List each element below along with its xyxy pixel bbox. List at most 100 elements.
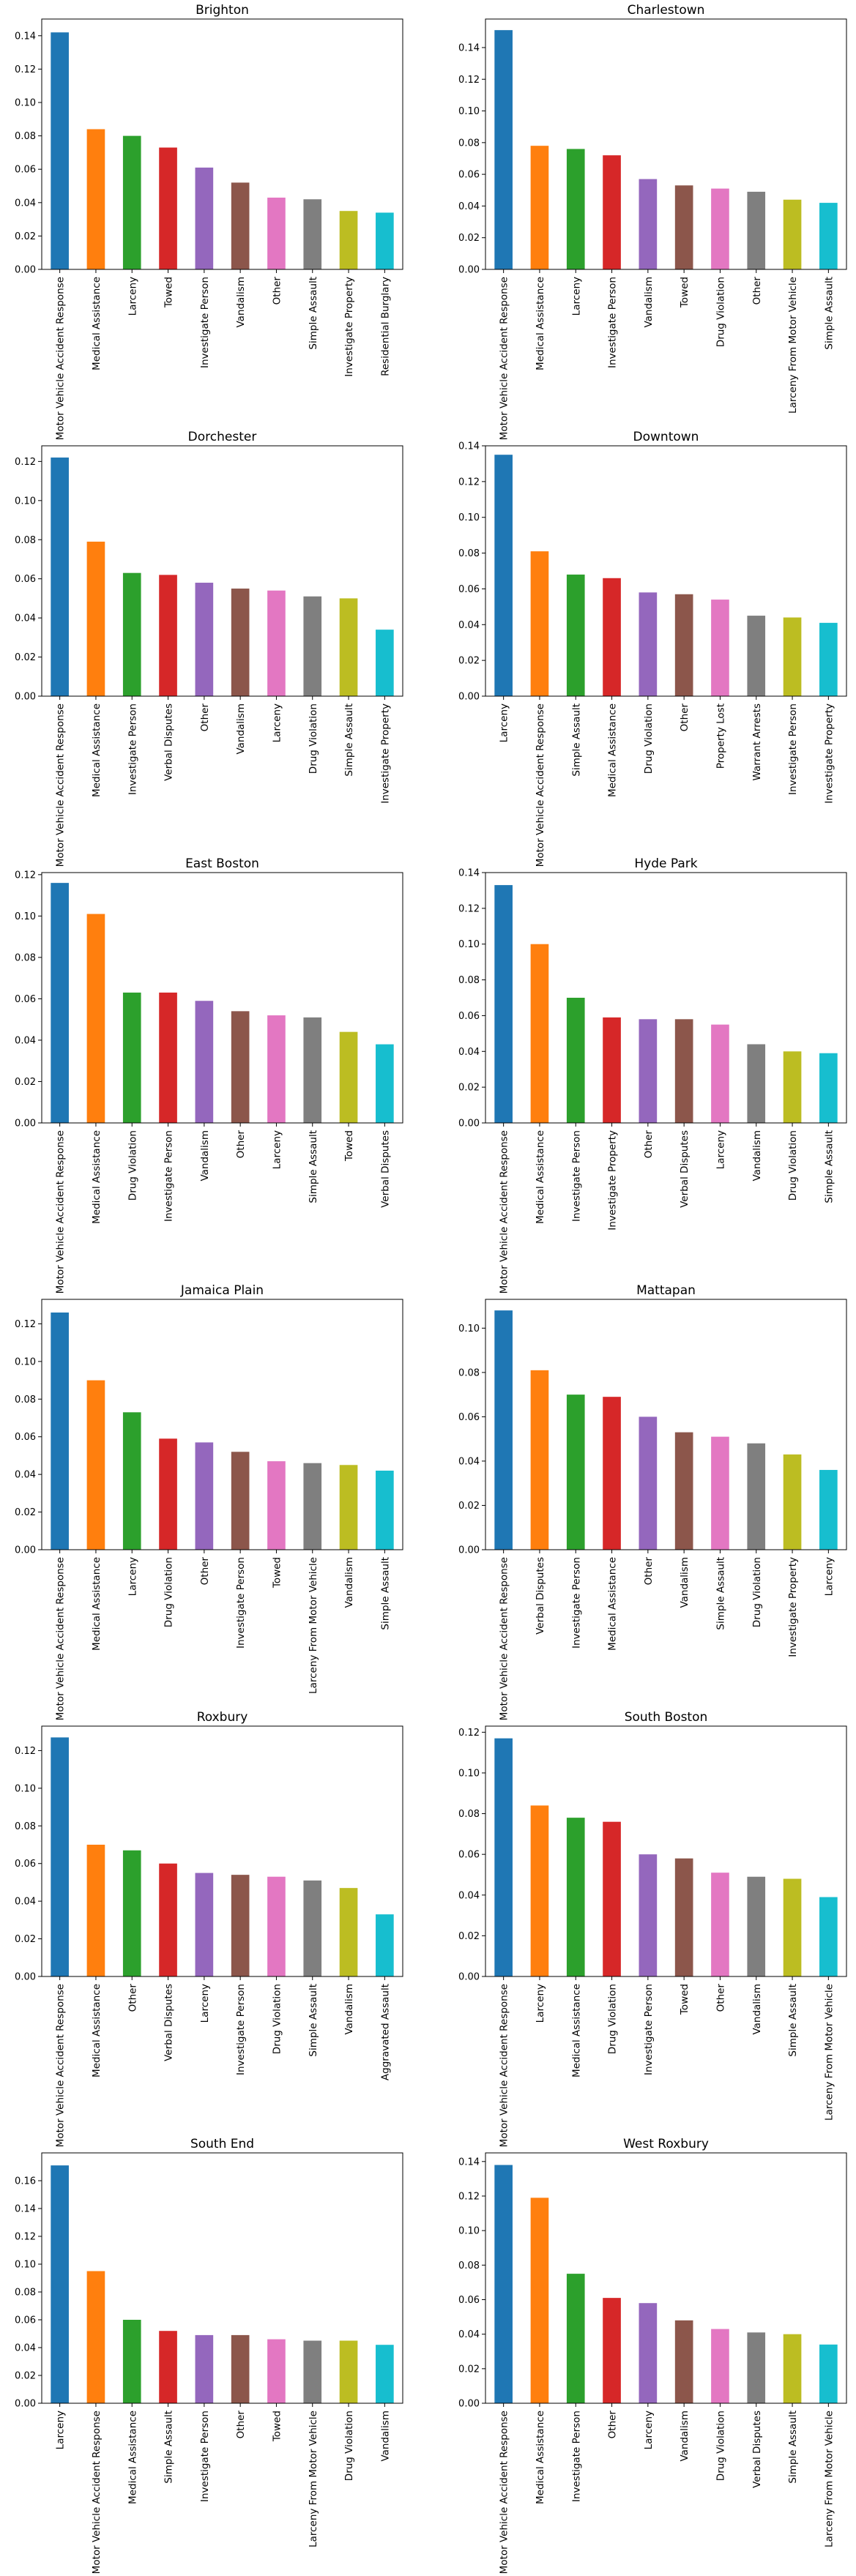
y-tick-label: 0.10 (458, 2226, 480, 2237)
y-tick-label: 0.14 (458, 2157, 480, 2168)
bar (639, 1019, 658, 1123)
bar (747, 2332, 766, 2403)
bar (711, 2329, 729, 2403)
bar (195, 1001, 214, 1123)
bar (303, 199, 322, 269)
y-tick-label: 0.04 (15, 198, 36, 209)
y-tick-label: 0.12 (15, 870, 36, 881)
chart-title: Hyde Park (634, 856, 697, 871)
bar (159, 1863, 177, 1976)
bar (122, 135, 141, 269)
category-label: Medical Assistance (607, 703, 619, 797)
category-label: Vandalism (379, 2411, 391, 2462)
category-label: Residential Burglary (379, 277, 391, 376)
category-label: Drug Violation (271, 1984, 283, 2054)
bar (747, 1876, 766, 1976)
bar (303, 596, 322, 696)
category-label: Other (679, 703, 691, 732)
chart-panel: Downtown 0.00 0.02 0.04 0.06 0.08 0.10 0.12 0.14… (458, 430, 847, 867)
bar (339, 1888, 358, 1976)
bar (530, 944, 549, 1123)
chart-title: Roxbury (197, 1710, 248, 1725)
y-tick-label: 0.06 (458, 1412, 480, 1423)
bar (819, 1897, 838, 1976)
y-tick-label: 0.02 (458, 1931, 480, 1942)
y-tick-label: 0.00 (15, 1545, 36, 1556)
category-label: Investigate Person (235, 1557, 247, 1649)
plot-frame (485, 1725, 847, 1977)
bar (494, 1310, 513, 1550)
y-tick-label: 0.04 (458, 2329, 480, 2340)
bar (674, 1019, 693, 1123)
category-label: Drug Violation (715, 2411, 726, 2481)
category-label: Vandalism (235, 277, 247, 328)
bar (639, 592, 658, 696)
category-label: Investigate Person (643, 1984, 655, 2075)
y-tick-label: 0.08 (15, 952, 36, 963)
y-tick-label: 0.02 (458, 2364, 480, 2375)
chart-panel: South Boston 0.00 0.02 0.04 0.06 0.08 0.10 0.12… (458, 1710, 847, 2147)
chart-panel: Hyde Park 0.00 0.02 0.04 0.06 0.08 0.10 0.12 0.1… (458, 856, 847, 1293)
category-label: Motor Vehicle Accident Response (55, 277, 67, 440)
y-tick-label: 0.06 (15, 1432, 36, 1443)
chart-panel: West Roxbury 0.00 0.02 0.04 0.06 0.08 0.10 0.12… (458, 2137, 847, 2574)
category-label: Investigate Property (379, 703, 391, 804)
y-tick-label: 0.10 (15, 496, 36, 507)
category-label: Simple Assault (308, 1130, 319, 1203)
bar (819, 2344, 838, 2403)
category-label: Towed (343, 1130, 355, 1162)
bar (603, 1821, 621, 1976)
category-label: Drug Violation (127, 1130, 138, 1201)
y-tick-label: 0.06 (458, 1850, 480, 1861)
bar (195, 167, 214, 269)
category-label: Larceny (499, 703, 510, 742)
category-label: Investigate Person (787, 703, 799, 795)
category-label: Other (235, 2411, 247, 2439)
bar (494, 885, 513, 1123)
category-label: Drug Violation (607, 1984, 619, 2054)
category-label: Other (235, 1130, 247, 1159)
y-tick-label: 0.02 (15, 2371, 36, 2382)
bar (711, 600, 729, 696)
bar (159, 575, 177, 696)
y-tick-label: 0.06 (15, 2315, 36, 2326)
bar (267, 1461, 286, 1550)
category-label: Medical Assistance (127, 2411, 138, 2504)
bar (783, 1878, 802, 1976)
category-label: Drug Violation (163, 1557, 175, 1627)
bar (339, 598, 358, 696)
chart-title: South Boston (625, 1710, 708, 1725)
y-tick-label: 0.04 (15, 1897, 36, 1908)
chart-panel: Dorchester 0.00 0.02 0.04 0.06 0.08 0.10 0.12 Mo… (15, 430, 403, 867)
bar (159, 1438, 177, 1550)
bar (639, 2303, 658, 2403)
y-tick-label: 0.08 (15, 535, 36, 546)
category-label: Simple Assault (787, 1984, 799, 2057)
bar (530, 551, 549, 696)
y-tick-label: 0.12 (458, 477, 480, 488)
y-tick-label: 0.08 (458, 2260, 480, 2271)
y-tick-label: 0.00 (15, 1972, 36, 1983)
y-tick-label: 0.02 (15, 652, 36, 663)
bar (566, 1395, 585, 1550)
category-label: Other (751, 277, 763, 305)
bar (267, 197, 286, 269)
plot-frame (41, 872, 403, 1124)
bar (566, 1818, 585, 1976)
y-tick-label: 0.02 (15, 1507, 36, 1518)
category-label: Drug Violation (643, 703, 655, 774)
bar (231, 1452, 250, 1550)
category-label: Other (199, 703, 211, 732)
chart-title: West Roxbury (623, 2137, 709, 2151)
chart-title: Jamaica Plain (180, 1283, 264, 1298)
category-label: Verbal Disputes (535, 1557, 546, 1635)
y-tick-label: 0.04 (15, 1035, 36, 1046)
bar (231, 2334, 250, 2403)
bar (819, 1053, 838, 1123)
y-tick-label: 0.00 (458, 1545, 480, 1556)
category-label: Towed (271, 1557, 283, 1588)
category-label: Investigate Property (607, 1130, 619, 1231)
bar (267, 2339, 286, 2403)
y-tick-label: 0.10 (458, 1768, 480, 1779)
bar (639, 1854, 658, 1976)
